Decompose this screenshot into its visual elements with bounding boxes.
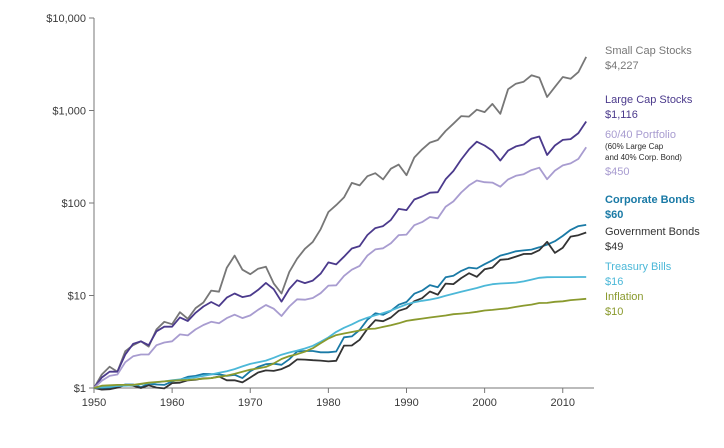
y-tick-label: $10 <box>68 291 86 303</box>
legend-value-large-cap-stocks: $1,116 <box>605 109 638 121</box>
legend-note-60-40-portfolio: (60% Large Cap <box>605 142 664 151</box>
legend-name-corporate-bonds: Corporate Bonds <box>605 194 695 206</box>
x-tick-label: 1990 <box>394 397 418 409</box>
series-lines <box>93 56 588 391</box>
legend-value-treasury-bills: $16 <box>605 276 623 288</box>
legend-name-60-40-portfolio: 60/40 Portfolio <box>605 129 676 141</box>
series-line-60-40-portfolio <box>93 146 587 389</box>
y-tick-label: $1,000 <box>52 106 86 118</box>
x-tick-label: 1950 <box>82 397 106 409</box>
x-tick-label: 1960 <box>160 397 184 409</box>
x-tick-label: 1970 <box>238 397 262 409</box>
legend-note-60-40-portfolio: and 40% Corp. Bond) <box>605 153 682 162</box>
legend-name-treasury-bills: Treasury Bills <box>605 261 672 273</box>
x-tick-label: 2000 <box>472 397 496 409</box>
legend-name-large-cap-stocks: Large Cap Stocks <box>605 94 693 106</box>
legend-value-60-40-portfolio: $450 <box>605 166 629 178</box>
y-tick-label: $1 <box>74 383 86 395</box>
legend-value-small-cap-stocks: $4,227 <box>605 60 639 72</box>
series-line-inflation <box>93 297 587 389</box>
legend-value-corporate-bonds: $60 <box>605 209 623 221</box>
x-tick-label: 2010 <box>551 397 575 409</box>
series-line-government-bonds <box>93 231 587 391</box>
series-line-small-cap-stocks <box>93 56 588 389</box>
legend-value-inflation: $10 <box>605 306 623 318</box>
series-line-treasury-bills <box>93 276 587 389</box>
series-line-large-cap-stocks <box>93 120 587 389</box>
legend-name-small-cap-stocks: Small Cap Stocks <box>605 45 692 57</box>
x-tick-label: 1980 <box>316 397 340 409</box>
axes: $1 $10 $100 $1,000 $10,000 1950 1960 1970 1980 19… <box>46 13 594 409</box>
legend-value-government-bonds: $49 <box>605 241 623 253</box>
legend-name-inflation: Inflation <box>605 291 644 303</box>
y-tick-label: $10,000 <box>46 13 86 25</box>
legend: Small Cap Stocks $4,227 Large Cap Stocks $1… <box>605 45 700 318</box>
legend-name-government-bonds: Government Bonds <box>605 226 700 238</box>
y-tick-label: $100 <box>62 198 86 210</box>
